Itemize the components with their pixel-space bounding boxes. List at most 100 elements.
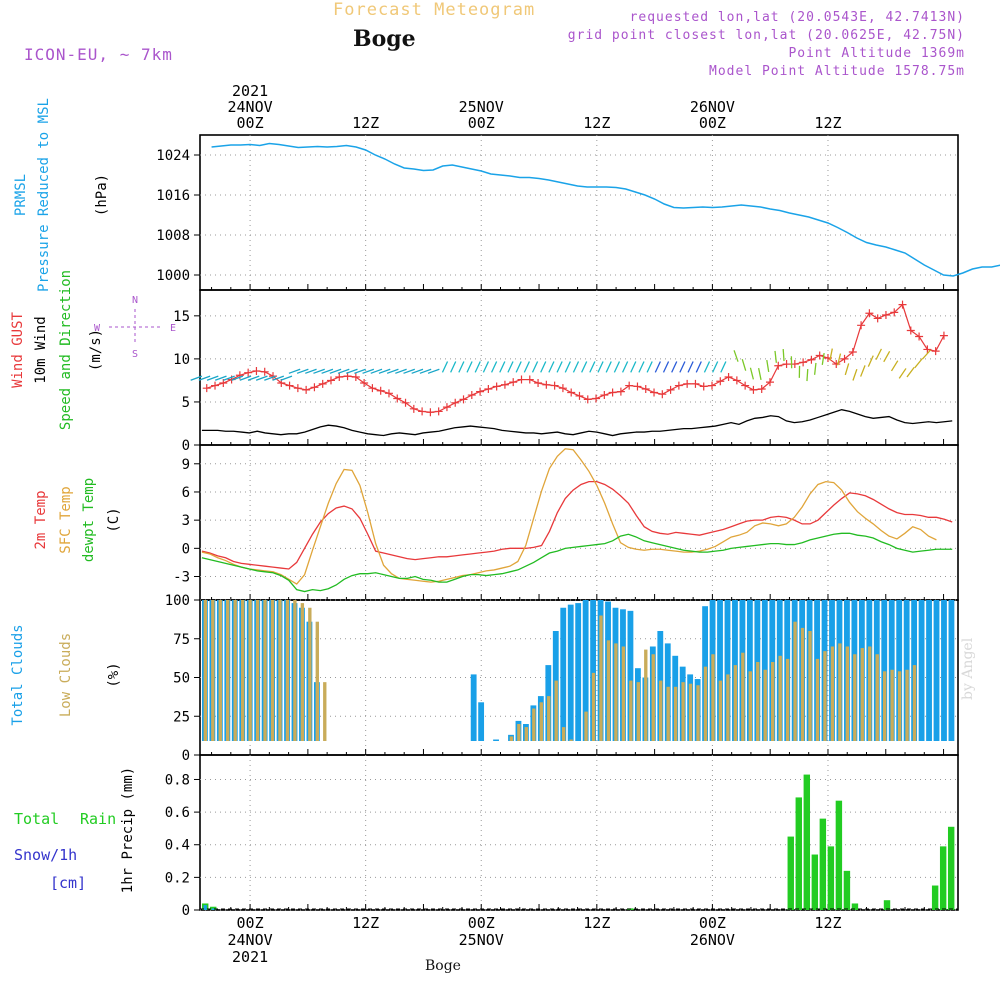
temp-line-0 (201, 480, 953, 570)
gust-marker (732, 376, 741, 385)
wind-direction-arrow (296, 368, 309, 374)
y-tick-label: 0.6 (165, 805, 190, 821)
y-tick-label: 1000 (156, 268, 190, 284)
gust-marker (318, 379, 327, 388)
total-cloud-bar (470, 674, 477, 741)
wind-direction-arrow (589, 361, 596, 373)
wind-direction-arrow (458, 361, 465, 373)
y-tick-label: 15 (173, 309, 190, 325)
wind-direction-arrow (386, 368, 399, 374)
gust-marker (517, 375, 526, 384)
wind-direction-arrow (288, 368, 301, 374)
gust-marker (583, 395, 592, 404)
panel-precip: 0 0.2 0.4 0.6 0.8 1hr Precip (mm) Total RainSno… (14, 754, 959, 966)
wind-direction-arrow (370, 368, 383, 374)
panel-wind: 0 5 10 15 Wind GUST 10m Wind Speed and Directi… (10, 270, 959, 454)
wind-direction-arrow (703, 361, 711, 373)
gust-marker (550, 381, 559, 390)
total-cloud-bar (575, 603, 582, 741)
y-axis-label: dewpt Temp (81, 478, 97, 562)
y-tick-label: 6 (182, 485, 190, 501)
legend-total: Total (14, 810, 59, 828)
gust-marker (873, 314, 882, 323)
wind-direction-arrow (581, 361, 588, 373)
wind-direction-arrow (757, 368, 762, 381)
gust-marker (724, 372, 733, 381)
wind-direction-arrow (239, 375, 252, 381)
gust-marker (302, 385, 311, 394)
gust-marker (799, 358, 808, 367)
gust-marker (658, 390, 667, 399)
low-cloud-bar (823, 651, 827, 741)
wind-direction-arrow (403, 368, 416, 374)
wind-direction-arrow (774, 350, 778, 363)
gust-marker (401, 398, 410, 407)
low-cloud-bar (771, 662, 775, 741)
x-bottom-label: 00Z (468, 914, 495, 932)
panel-frame (199, 289, 959, 446)
legend-cm: [cm] (50, 874, 86, 892)
low-cloud-bar (673, 686, 678, 741)
rain-bar (931, 885, 939, 910)
total-cloud-bar (627, 610, 634, 741)
wind-direction-arrow (852, 368, 858, 381)
gust-marker (857, 321, 866, 330)
gust-marker (260, 367, 269, 376)
low-cloud-bar (211, 600, 215, 741)
low-cloud-bar (681, 682, 685, 741)
total-cloud-bar (948, 600, 955, 741)
rain-bar (827, 846, 835, 910)
panel-frame (199, 134, 959, 291)
rain-bar (843, 870, 851, 910)
low-cloud-bar (644, 649, 648, 741)
gust-marker (931, 347, 940, 356)
low-cloud-bar (838, 643, 842, 741)
gust-marker (915, 332, 924, 341)
gust-marker (708, 381, 717, 390)
low-cloud-bar (830, 646, 835, 741)
gust-marker (567, 388, 576, 397)
panel-frame (199, 444, 959, 601)
wind-direction-arrow (875, 348, 883, 360)
panel-pressure: 1000 1008 1016 1024 PRMSL Pressure Reduced to… (13, 82, 1000, 292)
low-cloud-bar (517, 724, 521, 741)
gust-marker (608, 388, 617, 397)
x-top-label: 12Z (814, 114, 841, 132)
y-tick-label: 50 (173, 671, 190, 687)
x-bottom-label: 00Z (237, 914, 264, 932)
rain-bar (883, 900, 891, 910)
wind-direction-arrow (531, 361, 539, 373)
y-axis-label: 10m Wind (33, 316, 49, 383)
gust-marker (716, 377, 725, 386)
gust-marker (326, 376, 335, 385)
gust-marker (757, 385, 766, 394)
low-cloud-bar (793, 621, 797, 741)
gust-marker (774, 361, 783, 370)
x-top-label: 12Z (352, 114, 379, 132)
wind-direction-arrow (474, 361, 481, 373)
low-cloud-bar (688, 683, 693, 741)
low-cloud-bar (584, 711, 588, 741)
y-tick-label: 75 (173, 632, 190, 648)
legend-snow: Snow/1h (14, 846, 77, 864)
panel-clouds: 0 25 50 75 100 Total Clouds Low Clouds (%) (10, 593, 959, 764)
wind-direction-arrow (223, 375, 235, 381)
low-cloud-bar (696, 685, 700, 741)
gust-marker (476, 387, 485, 396)
y-axis-label: Speed and Direction (58, 270, 74, 430)
footer-location: Boge (425, 958, 461, 974)
y-tick-label: 100 (165, 593, 190, 609)
y-axis-label: 2m Temp (33, 490, 49, 549)
x-bottom-label: 12Z (583, 914, 610, 932)
y-tick-label: 0 (182, 541, 190, 557)
temp-line-2 (201, 532, 953, 593)
gust-marker (865, 309, 874, 318)
wind-direction-arrow (515, 361, 522, 373)
gust-marker (699, 382, 708, 391)
total-cloud-bar (918, 600, 925, 741)
y-tick-label: 10 (173, 352, 190, 368)
wind-direction-arrow (813, 362, 817, 375)
rain-bar (811, 854, 819, 910)
low-cloud-bar (845, 646, 850, 741)
wind-direction-arrow (749, 367, 755, 380)
